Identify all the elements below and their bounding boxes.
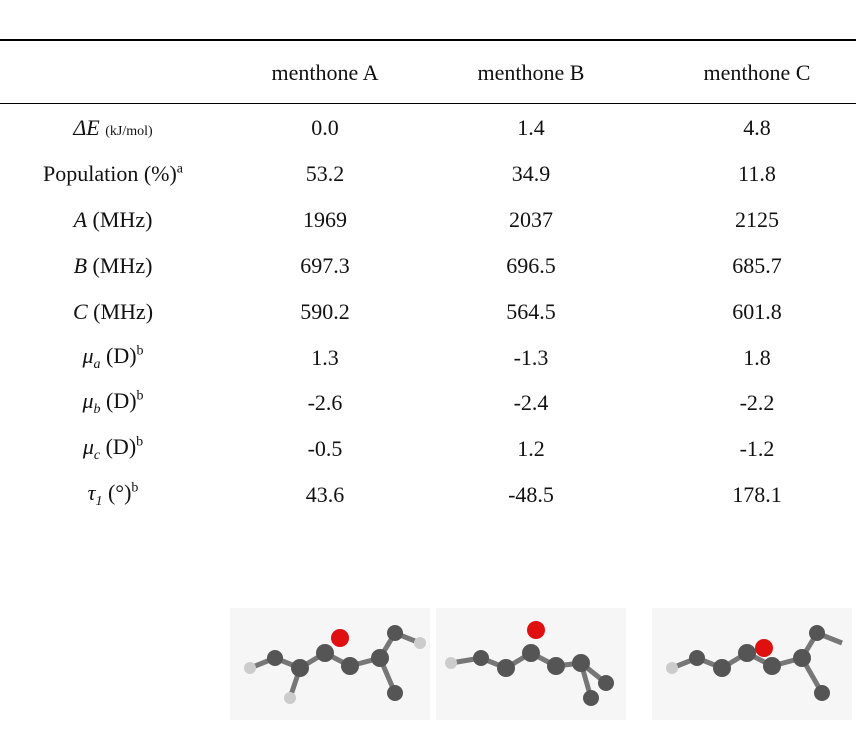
- cell-value: 1969: [303, 207, 347, 233]
- cell-value: 178.1: [732, 482, 782, 508]
- row-symbol: C: [73, 299, 88, 324]
- cell-value: -0.5: [308, 436, 343, 462]
- footnote-mark: b: [137, 343, 144, 358]
- cell-value: 564.5: [506, 299, 556, 325]
- cell-value: 1.2: [517, 436, 545, 462]
- cell-value: 2037: [509, 207, 553, 233]
- row-symbol: μ: [82, 342, 93, 367]
- row-text: (D): [106, 434, 137, 459]
- row-label: C (MHz): [73, 299, 153, 325]
- cell-value: 34.9: [512, 161, 551, 187]
- cell-value: -48.5: [508, 482, 554, 508]
- row-unit: (kJ/mol): [105, 124, 152, 139]
- cell-value: -2.2: [740, 390, 775, 416]
- row-subscript: a: [94, 357, 101, 372]
- cell-value: 1.4: [517, 115, 545, 141]
- header-rule: [0, 103, 856, 104]
- row-symbol: ΔE: [73, 115, 99, 140]
- cell-value: 601.8: [732, 299, 782, 325]
- cell-value: 2125: [735, 207, 779, 233]
- cell-value: -2.4: [514, 390, 549, 416]
- footnote-mark: a: [177, 162, 183, 177]
- row-label: τ1 (°)b: [88, 480, 139, 510]
- row-subscript: b: [94, 403, 101, 418]
- row-symbol: B: [74, 253, 87, 278]
- row-symbol: μ: [82, 388, 93, 413]
- column-header: menthone B: [478, 60, 585, 86]
- row-text: (D): [106, 388, 137, 413]
- cell-value: 590.2: [300, 299, 350, 325]
- top-rule: [0, 39, 856, 41]
- row-symbol: μ: [83, 434, 94, 459]
- row-text: (MHz): [93, 207, 153, 232]
- molecule-image: [230, 608, 430, 720]
- cell-value: -1.3: [514, 345, 549, 371]
- cell-value: -2.6: [308, 390, 343, 416]
- row-text: (°): [108, 480, 131, 505]
- footnote-mark: b: [136, 435, 143, 450]
- row-label: Population (%)a: [43, 161, 183, 187]
- molecule-image: [652, 608, 852, 720]
- cell-value: 697.3: [300, 253, 350, 279]
- row-text: (MHz): [93, 253, 153, 278]
- row-label: μb (D)b: [82, 388, 143, 418]
- row-label: B (MHz): [74, 253, 153, 279]
- cell-value: 11.8: [738, 161, 776, 187]
- cell-value: 0.0: [311, 115, 339, 141]
- row-subscript: 1: [95, 494, 102, 509]
- cell-value: 4.8: [743, 115, 771, 141]
- row-symbol: τ: [88, 480, 96, 505]
- cell-value: 43.6: [306, 482, 345, 508]
- row-label: μc (D)b: [83, 434, 143, 464]
- molecule-image: [436, 608, 626, 720]
- cell-value: -1.2: [740, 436, 775, 462]
- row-label: ΔE (kJ/mol): [73, 115, 152, 141]
- page: {"table": { "columns": ["menthone A", "m…: [0, 0, 856, 736]
- row-text: (MHz): [93, 299, 153, 324]
- row-text: Population (%): [43, 161, 177, 186]
- cell-value: 696.5: [506, 253, 556, 279]
- row-symbol: A: [74, 207, 87, 232]
- column-header: menthone C: [704, 60, 811, 86]
- column-header: menthone A: [272, 60, 379, 86]
- cell-value: 1.3: [311, 345, 339, 371]
- footnote-mark: b: [137, 389, 144, 404]
- cell-value: 53.2: [306, 161, 345, 187]
- footnote-mark: b: [131, 481, 138, 496]
- row-text: (D): [106, 342, 137, 367]
- cell-value: 1.8: [743, 345, 771, 371]
- cell-value: 685.7: [732, 253, 782, 279]
- row-label: μa (D)b: [82, 342, 143, 372]
- row-subscript: c: [94, 448, 100, 463]
- row-label: A (MHz): [74, 207, 153, 233]
